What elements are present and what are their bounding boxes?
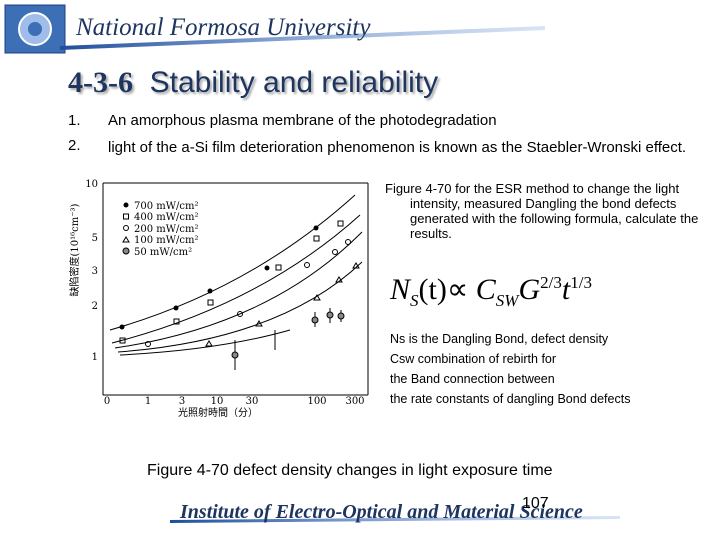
curve bbox=[117, 261, 363, 353]
legend-marker bbox=[123, 225, 129, 231]
list-text: An amorphous plasma membrane of the phot… bbox=[108, 112, 497, 129]
x-tick-label: 1 bbox=[145, 396, 151, 407]
figure-description: Figure 4-70 for the ESR method to change… bbox=[385, 181, 699, 241]
x-tick-label: 300 bbox=[345, 396, 364, 407]
legend-marker bbox=[122, 247, 130, 255]
point bbox=[337, 312, 345, 320]
legend-label: 700 mW/cm² bbox=[134, 201, 199, 212]
point bbox=[264, 265, 270, 271]
formula-part: G bbox=[518, 273, 541, 306]
y-tick-label: 1 bbox=[92, 352, 98, 363]
point bbox=[313, 225, 319, 231]
footer-rule bbox=[170, 516, 620, 523]
list-marker: 1. bbox=[68, 112, 81, 129]
error-bar bbox=[234, 308, 342, 370]
x-axis-label: 光照射時間（分） bbox=[178, 406, 258, 419]
x-tick-label: 30 bbox=[246, 396, 259, 407]
footer-institute: Institute of Electro-Optical and Materia… bbox=[180, 501, 583, 523]
note: the rate constants of dangling Bond defe… bbox=[390, 392, 631, 406]
point bbox=[145, 341, 151, 347]
point bbox=[304, 262, 310, 268]
point bbox=[275, 264, 282, 271]
y-tick-label: 10 bbox=[85, 179, 98, 190]
point bbox=[237, 311, 243, 317]
point bbox=[205, 262, 360, 347]
x-tick-label: 3 bbox=[179, 396, 185, 407]
x-tick-label: 10 bbox=[211, 396, 224, 407]
title-number: 4-3-6 bbox=[68, 66, 133, 99]
curve bbox=[111, 214, 361, 344]
legend-marker bbox=[123, 202, 129, 208]
note: Ns is the Dangling Bond, defect density bbox=[390, 332, 609, 346]
point bbox=[311, 316, 319, 324]
figure-points bbox=[119, 220, 360, 370]
point bbox=[207, 288, 213, 294]
formula-part: 1/3 bbox=[570, 273, 592, 292]
note: Csw combination of rebirth for bbox=[390, 352, 557, 366]
formula-part: SW bbox=[495, 291, 519, 310]
formula-part: ∝ bbox=[446, 273, 469, 306]
point bbox=[173, 305, 179, 311]
point bbox=[173, 318, 180, 325]
formula-part: S bbox=[410, 291, 419, 310]
formula-part: t bbox=[561, 273, 571, 306]
header-rule bbox=[60, 26, 545, 50]
legend-markers bbox=[122, 202, 130, 255]
formula-part: (t) bbox=[418, 273, 447, 306]
point bbox=[207, 299, 214, 306]
list-marker: 2. bbox=[68, 137, 81, 154]
point bbox=[313, 235, 320, 242]
y-tick-label: 5 bbox=[92, 233, 98, 244]
formula-part: C bbox=[475, 273, 496, 306]
x-tick-label: 100 bbox=[307, 396, 326, 407]
point bbox=[231, 351, 239, 359]
figure-plot bbox=[102, 182, 369, 396]
curve bbox=[109, 194, 356, 331]
legend-marker bbox=[123, 213, 129, 220]
legend-label: 100 mW/cm² bbox=[134, 235, 199, 246]
formula: NS(t)∝ CSWG2/3t1/3 bbox=[390, 272, 592, 311]
y-tick-label: 2 bbox=[92, 301, 98, 312]
curve bbox=[114, 231, 363, 349]
caption: Figure 4-70 defect density changes in li… bbox=[147, 462, 553, 479]
formula-part: 2/3 bbox=[540, 273, 562, 292]
list-text: light of the a-Si film deterioration phe… bbox=[108, 139, 687, 156]
legend-marker bbox=[122, 236, 130, 243]
y-tick-label: 3 bbox=[92, 266, 98, 277]
point bbox=[119, 337, 126, 344]
legend-label: 50 mW/cm² bbox=[134, 247, 192, 258]
legend-label: 400 mW/cm² bbox=[134, 212, 199, 223]
formula-part: N bbox=[390, 273, 411, 306]
point bbox=[337, 220, 344, 227]
point bbox=[119, 324, 125, 330]
slide-title: 4-3-6 Stability and reliability bbox=[68, 66, 438, 100]
point bbox=[345, 239, 351, 245]
title-text: Stability and reliability bbox=[149, 66, 439, 99]
point bbox=[326, 311, 334, 319]
note: the Band connection between bbox=[390, 372, 555, 386]
page-number: 107 bbox=[522, 495, 549, 512]
point bbox=[332, 249, 338, 255]
header-title: National Formosa University bbox=[76, 14, 371, 41]
y-axis-label: 缺陷密度(10¹⁶cm⁻³) bbox=[68, 203, 81, 296]
legend-label: 200 mW/cm² bbox=[134, 224, 199, 235]
logo-emblem bbox=[28, 22, 42, 36]
x-tick-label: 0 bbox=[104, 396, 110, 407]
